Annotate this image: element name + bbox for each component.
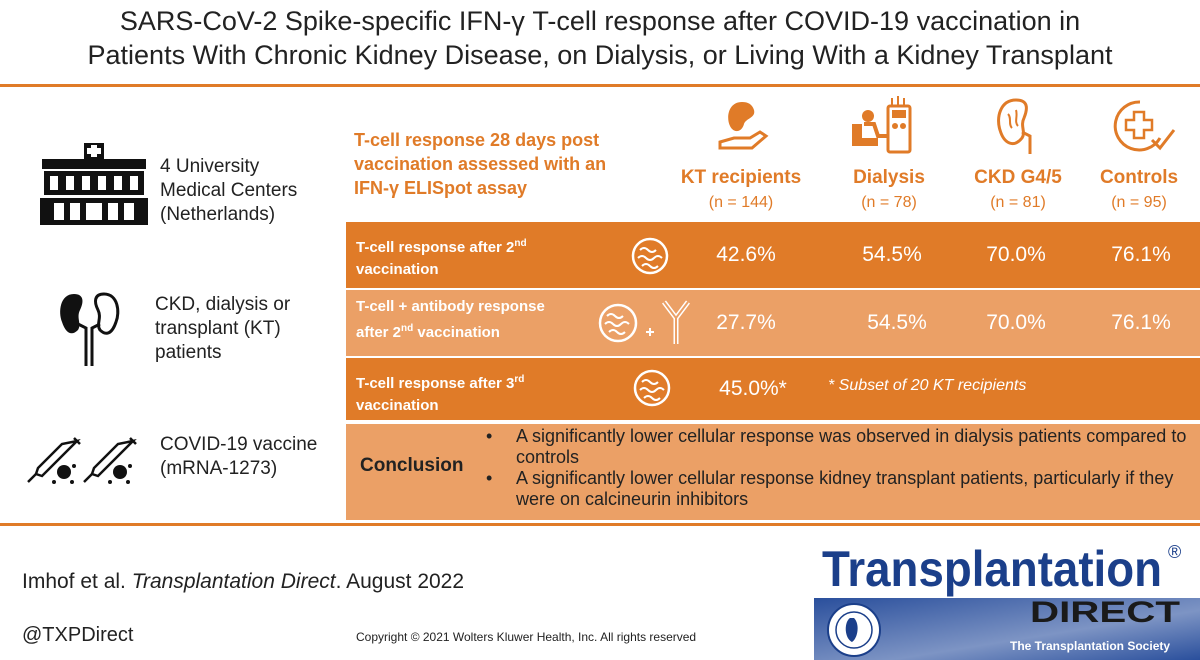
group-n-controls: (n = 95)	[1111, 194, 1167, 211]
conclusion-list: A significantly lower cellular response …	[486, 426, 1198, 510]
twitter-handle[interactable]: @TXPDirect	[22, 624, 134, 646]
group-name-dialysis: Dialysis	[853, 167, 925, 188]
conclusion-bullet: A significantly lower cellular response …	[486, 426, 1198, 468]
vaccine-text: COVID-19 vaccine (mRNA-1273)	[160, 434, 318, 479]
t-cell-icon	[631, 237, 669, 275]
value-r1-controls: 76.1%	[1111, 243, 1171, 266]
logo-society: The Transplantation Society	[1010, 639, 1170, 653]
group-name-controls: Controls	[1099, 167, 1179, 188]
t-cell-icon-2	[633, 369, 671, 407]
value-r1-kt: 42.6%	[716, 243, 776, 266]
value-r2-ckd: 70.0%	[986, 311, 1046, 334]
row-band-1	[346, 222, 1200, 288]
group-n-ckd: (n = 81)	[990, 194, 1046, 211]
health-check-icon	[1113, 100, 1176, 152]
group-n-kt: (n = 144)	[708, 194, 774, 211]
citation: Imhof et al. Transplantation Direct. Aug…	[22, 570, 465, 593]
centers-text: 4 University Medical Centers (Netherland…	[160, 156, 298, 225]
bottom-divider	[0, 523, 1200, 526]
kidneys-icon	[60, 292, 120, 366]
row-band-2	[346, 290, 1200, 356]
assay-headline: T-cell response 28 days post vaccination…	[354, 130, 607, 198]
logo-direct: DIRECT	[1030, 598, 1180, 629]
value-r1-ckd: 70.0%	[986, 243, 1046, 266]
journal-logo-wordmark: Transplantation ®	[822, 532, 1190, 598]
title-line-2: Patients With Chronic Kidney Disease, on…	[87, 40, 1113, 70]
kidney-icon	[997, 98, 1032, 154]
kidney-hand-icon	[718, 102, 769, 150]
top-divider	[0, 84, 1200, 87]
journal-logo-banner: DIRECT The Transplantation Society	[814, 596, 1200, 660]
value-r1-dialysis: 54.5%	[862, 243, 922, 266]
copyright: Copyright © 2021 Wolters Kluwer Health, …	[356, 630, 697, 644]
row-1-label: T-cell response after 2nd vaccination	[356, 238, 527, 278]
group-name-kt: KT recipients	[680, 167, 802, 188]
row-band-3	[346, 358, 1200, 420]
group-n-dialysis: (n = 78)	[861, 194, 917, 211]
page-title: SARS-CoV-2 Spike-specific IFN-γ T-cell r…	[0, 4, 1200, 72]
row-3-label: T-cell response after 3rd vaccination	[356, 374, 525, 414]
conclusion-bullet: A significantly lower cellular response …	[486, 468, 1198, 510]
vaccine-syringes-icon	[27, 437, 137, 484]
value-r3-kt: 45.0%*	[719, 377, 787, 400]
title-line-1: SARS-CoV-2 Spike-specific IFN-γ T-cell r…	[119, 6, 1081, 36]
hospital-icon	[40, 143, 148, 225]
conclusion-label: Conclusion	[360, 455, 464, 476]
row-2-label: T-cell + antibody response after 2nd vac…	[356, 298, 545, 341]
value-r2-kt: 27.7%	[716, 311, 776, 334]
patients-text: CKD, dialysis or transplant (KT) patient…	[155, 294, 291, 363]
logo-word: Transplantation	[822, 541, 1162, 597]
t-cell-antibody-icon	[598, 300, 690, 344]
dialysis-icon	[852, 96, 912, 154]
value-r2-controls: 76.1%	[1111, 311, 1171, 334]
subset-note: * Subset of 20 KT recipients	[828, 377, 1027, 394]
value-r2-dialysis: 54.5%	[867, 311, 927, 334]
logo-registered: ®	[1168, 542, 1181, 562]
group-name-ckd: CKD G4/5	[974, 167, 1062, 188]
